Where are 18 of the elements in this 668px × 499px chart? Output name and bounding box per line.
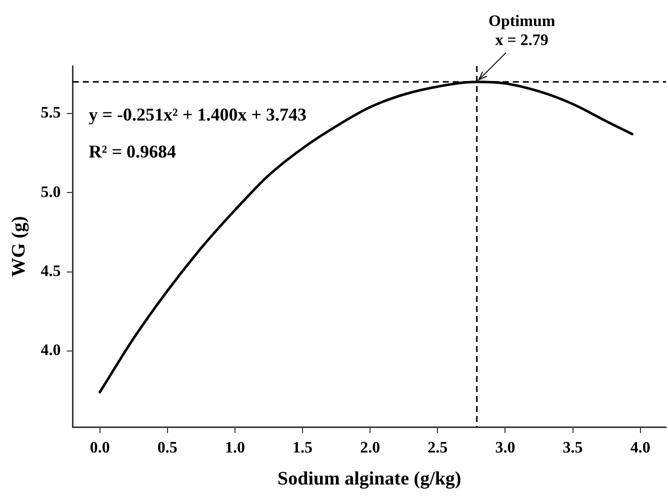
x-tick-label: 2.0 (360, 440, 380, 457)
y-tick-label: 5.5 (40, 104, 61, 122)
y-tick-label: 4.5 (40, 262, 61, 280)
y-tick-label: 5.0 (40, 184, 61, 201)
y-tick-label: 4.0 (40, 342, 61, 360)
x-tick-label: 0.0 (90, 440, 110, 457)
x-tick-label: 3.5 (562, 440, 583, 457)
annotation: Optimum x = 2.79 (488, 12, 556, 49)
annotation: y = -0.251x² + 1.400x + 3.743 (88, 104, 306, 125)
x-axis-title: Sodium alginate (g/kg) (278, 468, 462, 490)
x-tick-label: 4.0 (630, 440, 650, 457)
x-tick-label: 1.5 (292, 440, 313, 457)
x-tick-label: 3.0 (495, 440, 516, 457)
y-axis-title: WG (g) (8, 216, 30, 277)
x-tick-label: 1.0 (224, 440, 245, 457)
x-tick-label: 2.5 (428, 440, 448, 457)
annotation: R² = 0.9684 (88, 142, 176, 162)
x-tick-label: 0.5 (157, 440, 178, 457)
